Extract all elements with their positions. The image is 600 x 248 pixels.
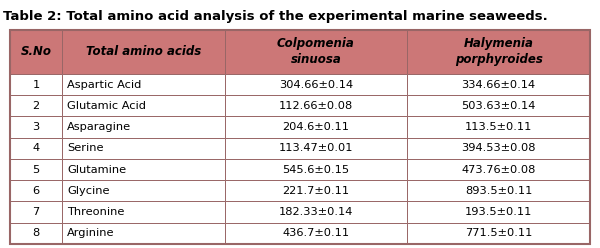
Bar <box>10 95 62 116</box>
Text: 304.66±0.14: 304.66±0.14 <box>279 80 353 90</box>
Bar <box>10 223 62 244</box>
Bar <box>10 74 62 95</box>
Bar <box>62 159 224 180</box>
Text: 545.6±0.15: 545.6±0.15 <box>283 165 350 175</box>
Bar <box>224 223 407 244</box>
Text: 204.6±0.11: 204.6±0.11 <box>283 122 349 132</box>
Bar <box>10 30 62 74</box>
Bar <box>224 138 407 159</box>
Text: Table 2: Total amino acid analysis of the experimental marine seaweeds.: Table 2: Total amino acid analysis of th… <box>3 10 548 23</box>
Text: 1: 1 <box>32 80 40 90</box>
Bar <box>224 116 407 138</box>
Bar <box>224 201 407 223</box>
Text: 436.7±0.11: 436.7±0.11 <box>283 228 350 238</box>
Bar <box>407 30 590 74</box>
Text: 2: 2 <box>32 101 40 111</box>
Text: 5: 5 <box>32 165 40 175</box>
Text: Glutamine: Glutamine <box>67 165 127 175</box>
Bar <box>407 180 590 201</box>
Bar <box>10 201 62 223</box>
Text: Glycine: Glycine <box>67 186 110 196</box>
Bar <box>62 74 224 95</box>
Text: Halymenia
porphyroides: Halymenia porphyroides <box>455 37 542 66</box>
Text: 4: 4 <box>32 143 40 153</box>
Bar <box>10 30 590 244</box>
Bar <box>224 95 407 116</box>
Text: Serine: Serine <box>67 143 104 153</box>
Bar <box>10 159 62 180</box>
Bar <box>224 159 407 180</box>
Text: 112.66±0.08: 112.66±0.08 <box>279 101 353 111</box>
Text: Asparagine: Asparagine <box>67 122 131 132</box>
Bar <box>10 116 62 138</box>
Text: 394.53±0.08: 394.53±0.08 <box>461 143 536 153</box>
Bar <box>224 180 407 201</box>
Bar <box>407 74 590 95</box>
Text: 334.66±0.14: 334.66±0.14 <box>461 80 536 90</box>
Bar <box>407 116 590 138</box>
Bar <box>62 138 224 159</box>
Text: 7: 7 <box>32 207 40 217</box>
Text: 113.5±0.11: 113.5±0.11 <box>465 122 532 132</box>
Text: 113.47±0.01: 113.47±0.01 <box>278 143 353 153</box>
Text: Threonine: Threonine <box>67 207 125 217</box>
Text: S.No: S.No <box>20 45 52 59</box>
Bar <box>407 201 590 223</box>
Text: Glutamic Acid: Glutamic Acid <box>67 101 146 111</box>
Bar <box>62 223 224 244</box>
Bar <box>407 159 590 180</box>
Text: Arginine: Arginine <box>67 228 115 238</box>
Text: Total amino acids: Total amino acids <box>86 45 201 59</box>
Bar <box>10 138 62 159</box>
Bar <box>62 201 224 223</box>
Text: 893.5±0.11: 893.5±0.11 <box>465 186 532 196</box>
Bar <box>10 180 62 201</box>
Bar <box>407 223 590 244</box>
Text: 503.63±0.14: 503.63±0.14 <box>461 101 536 111</box>
Text: 6: 6 <box>32 186 40 196</box>
Bar <box>407 138 590 159</box>
Bar <box>407 95 590 116</box>
Text: Aspartic Acid: Aspartic Acid <box>67 80 142 90</box>
Bar <box>62 30 224 74</box>
Text: 8: 8 <box>32 228 40 238</box>
Text: 3: 3 <box>32 122 40 132</box>
Bar <box>62 116 224 138</box>
Text: 221.7±0.11: 221.7±0.11 <box>283 186 350 196</box>
Text: 193.5±0.11: 193.5±0.11 <box>465 207 532 217</box>
Bar <box>62 95 224 116</box>
Bar <box>224 30 407 74</box>
Text: 182.33±0.14: 182.33±0.14 <box>279 207 353 217</box>
Text: 771.5±0.11: 771.5±0.11 <box>465 228 532 238</box>
Text: Colpomenia
sinuosa: Colpomenia sinuosa <box>277 37 355 66</box>
Text: 473.76±0.08: 473.76±0.08 <box>461 165 536 175</box>
Bar <box>62 180 224 201</box>
Bar <box>224 74 407 95</box>
